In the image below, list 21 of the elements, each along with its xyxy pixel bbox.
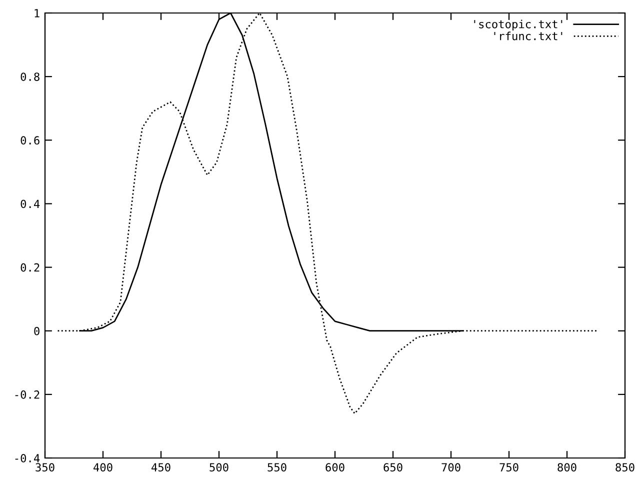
y-tick-label: 0.6 <box>20 136 40 145</box>
x-tick-label: 850 <box>616 463 634 472</box>
y-tick-label: 0.8 <box>20 72 40 81</box>
y-tick-label: 0.2 <box>20 263 40 272</box>
x-tick-label: 550 <box>268 463 286 472</box>
x-tick-label: 500 <box>210 463 228 472</box>
x-tick-label: 600 <box>326 463 344 472</box>
y-tick-label: -0.2 <box>15 390 40 399</box>
x-tick-label: 800 <box>558 463 576 472</box>
x-tick-label: 650 <box>384 463 402 472</box>
y-tick-label: 0.4 <box>20 200 40 208</box>
legend-label: 'scotopic.txt' <box>474 20 562 30</box>
y-tick-label: 0 <box>34 326 40 336</box>
x-tick-label: 450 <box>152 463 170 472</box>
y-tick-label: -0.4 <box>15 454 40 462</box>
x-tick-label: 700 <box>442 463 460 472</box>
x-tick-label: 350 <box>36 463 54 472</box>
y-tick-label: 1 <box>34 9 40 18</box>
x-tick-label: 750 <box>500 463 518 472</box>
x-tick-label: 400 <box>94 463 112 472</box>
legend-label: 'rfunc.txt' <box>494 32 562 40</box>
